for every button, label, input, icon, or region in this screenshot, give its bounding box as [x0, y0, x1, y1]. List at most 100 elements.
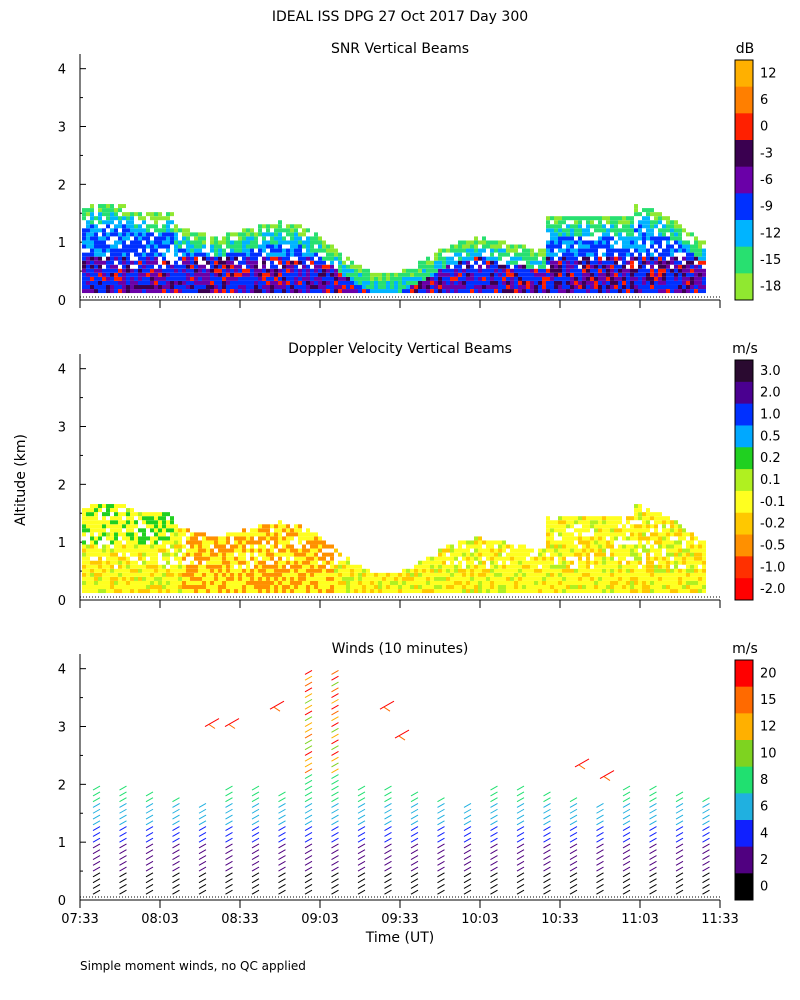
heatmap-cell: [278, 585, 282, 590]
heatmap-cell: [238, 536, 242, 541]
heatmap-cell: [170, 589, 174, 594]
heatmap-cell: [590, 272, 594, 277]
heatmap-cell: [554, 548, 558, 553]
heatmap-cell: [150, 528, 154, 533]
heatmap-cell: [606, 220, 610, 225]
heatmap-cell: [142, 556, 146, 561]
heatmap-cell: [174, 228, 178, 233]
heatmap-cell: [258, 564, 262, 569]
heatmap-cell: [662, 228, 666, 233]
heatmap-cell: [94, 268, 98, 273]
heatmap-cell: [218, 272, 222, 277]
heatmap-cell: [246, 568, 250, 573]
heatmap-cell: [290, 268, 294, 273]
heatmap-cell: [262, 289, 266, 294]
heatmap-cell: [462, 556, 466, 561]
heatmap-cell: [494, 256, 498, 261]
heatmap-cell: [514, 548, 518, 553]
heatmap-cell: [314, 536, 318, 541]
heatmap-cell: [222, 556, 226, 561]
heatmap-cell: [690, 276, 694, 281]
heatmap-cell: [154, 580, 158, 585]
heatmap-cell: [530, 572, 534, 577]
heatmap-cell: [310, 589, 314, 594]
heatmap-cell: [362, 268, 366, 273]
heatmap-cell: [214, 580, 218, 585]
heatmap-cell: [578, 572, 582, 577]
heatmap-cell: [150, 260, 154, 265]
heatmap-cell: [234, 252, 238, 257]
heatmap-cell: [546, 280, 550, 285]
heatmap-cell: [258, 552, 262, 557]
wind-barb: [569, 814, 578, 820]
heatmap-cell: [618, 252, 622, 257]
heatmap-cell: [278, 224, 282, 229]
heatmap-cell: [450, 585, 454, 590]
heatmap-cell: [102, 276, 106, 281]
heatmap-cell: [634, 256, 638, 261]
heatmap-cell: [206, 268, 210, 273]
heatmap-cell: [150, 512, 154, 517]
heatmap-cell: [282, 540, 286, 545]
heatmap-cell: [234, 240, 238, 245]
heatmap-cell: [326, 576, 330, 581]
heatmap-cell: [546, 228, 550, 233]
heatmap-cell: [222, 272, 226, 277]
heatmap-cell: [142, 532, 146, 537]
heatmap-cell: [650, 232, 654, 237]
heatmap-cell: [146, 520, 150, 525]
wind-barb: [331, 756, 339, 762]
heatmap-cell: [142, 564, 146, 569]
heatmap-cell: [630, 264, 634, 269]
heatmap-cell: [470, 268, 474, 273]
heatmap-cell: [130, 540, 134, 545]
heatmap-cell: [614, 552, 618, 557]
heatmap-cell: [646, 272, 650, 277]
wind-barb: [198, 837, 207, 843]
heatmap-cell: [146, 232, 150, 237]
heatmap-cell: [186, 260, 190, 265]
heatmap-cell: [134, 280, 138, 285]
heatmap-cell: [310, 244, 314, 249]
heatmap-cell: [142, 256, 146, 261]
heatmap-cell: [194, 556, 198, 561]
heatmap-cell: [378, 276, 382, 281]
heatmap-cell: [114, 240, 118, 245]
wind-barb: [119, 826, 127, 832]
heatmap-cell: [622, 528, 626, 533]
heatmap-cell: [650, 285, 654, 290]
heatmap-cell: [574, 256, 578, 261]
heatmap-cell: [330, 289, 334, 294]
heatmap-cell: [110, 556, 114, 561]
heatmap-cell: [274, 540, 278, 545]
heatmap-cell: [702, 268, 706, 273]
heatmap-cell: [130, 552, 134, 557]
heatmap-cell: [678, 580, 682, 585]
heatmap-cell: [94, 264, 98, 269]
heatmap-cell: [98, 504, 102, 509]
heatmap-cell: [262, 572, 266, 577]
wind-barb: [198, 872, 207, 878]
heatmap-cell: [490, 548, 494, 553]
heatmap-cell: [154, 524, 158, 529]
heatmap-cell: [138, 512, 142, 517]
heatmap-cell: [318, 544, 322, 549]
wind-barb: [225, 837, 233, 843]
heatmap-cell: [578, 280, 582, 285]
heatmap-cell: [94, 544, 98, 549]
heatmap-cell: [638, 252, 642, 257]
heatmap-cell: [578, 516, 582, 521]
wind-barb: [649, 883, 657, 889]
heatmap-cell: [514, 289, 518, 294]
heatmap-cell: [242, 236, 246, 241]
heatmap-cell: [470, 544, 474, 549]
wind-barb: [516, 808, 525, 814]
heatmap-cell: [86, 280, 90, 285]
heatmap-cell: [238, 585, 242, 590]
heatmap-cell: [314, 272, 318, 277]
heatmap-cell: [154, 240, 158, 245]
heatmap-cell: [602, 224, 606, 229]
heatmap-cell: [186, 228, 190, 233]
heatmap-cell: [602, 560, 606, 565]
heatmap-cell: [290, 280, 294, 285]
